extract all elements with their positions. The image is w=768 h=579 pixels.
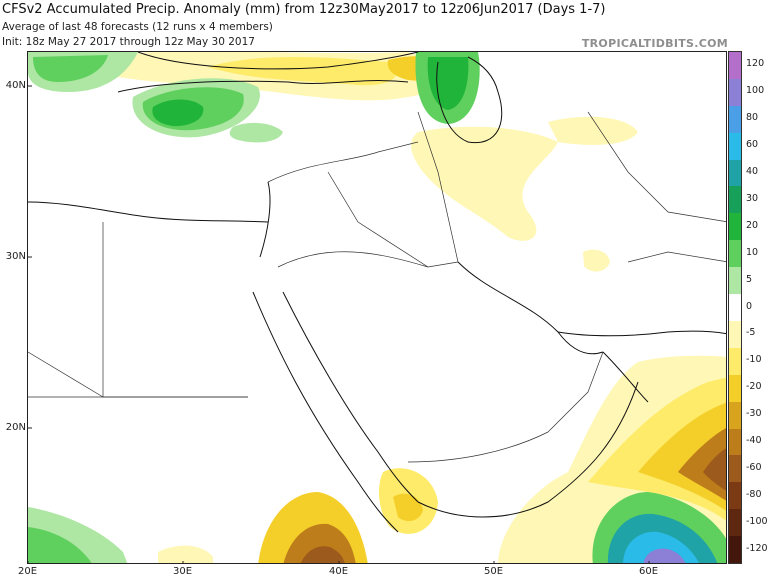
lat-label-40n: 40N — [5, 80, 26, 91]
colorbar — [728, 51, 742, 564]
black-sea — [137, 52, 419, 70]
wet-anomaly-turkey-core — [152, 99, 204, 127]
wet-anomaly-arabian-sea-core — [623, 531, 699, 563]
wet-anomaly-caspian-core — [427, 57, 469, 110]
colorbar-swatch — [729, 186, 741, 214]
map-title: CFSv2 Accumulated Precip. Anomaly (mm) f… — [2, 2, 606, 17]
lat-label-30n: 30N — [5, 251, 26, 262]
anomaly-shading — [28, 52, 726, 563]
forecast-average-note: Average of last 48 forecasts (12 runs x … — [2, 21, 273, 33]
colorbar-swatch — [729, 132, 741, 161]
iraq-border — [327, 171, 459, 268]
lon-label-60e: 60E — [639, 566, 659, 577]
lat-label-20n: 20N — [5, 422, 26, 433]
libya-border — [28, 351, 104, 398]
caspian-sea — [436, 56, 503, 144]
egypt-border — [102, 222, 248, 398]
coastlines — [28, 52, 726, 533]
wet-anomaly-arabian-sea-peak — [643, 548, 686, 563]
dry-anomaly-ethiopia-peak — [300, 546, 345, 563]
colorbar-swatch — [729, 294, 741, 322]
colorbar-label: -80 — [746, 488, 762, 500]
colorbar-swatch — [729, 240, 741, 268]
pakistan-border — [627, 251, 726, 263]
turkey-syria-border — [267, 141, 419, 183]
lon-label-20e: 20E — [18, 566, 38, 577]
site-brand: TROPICALTIDBITS.COM — [581, 37, 728, 50]
red-sea-west-coast — [252, 291, 399, 533]
colorbar-label: 60 — [746, 139, 759, 151]
colorbar-label: -60 — [746, 461, 762, 473]
dry-anomaly-arabian-sea-peak — [703, 448, 726, 491]
colorbar-label: 5 — [746, 273, 753, 285]
map-canvas — [28, 52, 726, 563]
colorbar-label: 100 — [746, 85, 765, 97]
yemen-oman-border — [547, 351, 604, 433]
colorbar-label: 0 — [746, 300, 753, 312]
colorbar-swatch — [729, 213, 741, 241]
red-sea-east-coast — [282, 291, 419, 503]
colorbar-swatch — [729, 347, 741, 376]
header: CFSv2 Accumulated Precip. Anomaly (mm) f… — [0, 0, 768, 52]
wet-anomaly-balkans-core — [33, 55, 108, 82]
graticule-ticks — [28, 85, 650, 563]
lon-label-30e: 30E — [173, 566, 193, 577]
mediterranean-coast — [28, 201, 269, 223]
dry-anomaly-afghanistan — [548, 116, 638, 145]
colorbar-swatch — [729, 455, 741, 483]
colorbar-swatch — [729, 509, 741, 537]
oman-coast — [602, 351, 649, 403]
colorbar-label: -5 — [746, 327, 756, 339]
colorbar-swatch — [729, 482, 741, 510]
saudi-south-border — [407, 431, 549, 463]
turkey-coast — [117, 80, 409, 93]
persian-gulf-coast — [457, 261, 604, 355]
lon-label-40e: 40E — [329, 566, 349, 577]
dry-anomaly-pakistan — [583, 249, 610, 272]
dry-anomaly-sudan-small — [158, 545, 213, 563]
colorbar-swatch — [729, 159, 741, 187]
colorbar-label: -30 — [746, 408, 762, 420]
dry-anomaly-arabian-sea-core — [678, 428, 726, 501]
init-time-note: Init: 18z May 27 2017 through 12z May 30… — [2, 36, 255, 48]
colorbar-swatch — [729, 52, 741, 80]
dry-anomaly-iran — [411, 126, 558, 241]
colorbar-label: -10 — [746, 354, 762, 366]
afghanistan-border — [587, 111, 726, 223]
colorbar-label: 40 — [746, 166, 759, 178]
colorbar-label: 30 — [746, 192, 759, 204]
arabia-south-coast — [417, 381, 639, 518]
colorbar-swatch — [729, 78, 741, 107]
iran-west-border — [417, 111, 459, 263]
colorbar-label: -40 — [746, 434, 762, 446]
levant-coast — [259, 181, 271, 258]
lon-label-50e: 50E — [484, 566, 504, 577]
colorbar-label: -100 — [746, 515, 768, 527]
colorbar-swatch — [729, 267, 741, 295]
colorbar-label: 120 — [746, 58, 765, 70]
colorbar-label: 10 — [746, 246, 759, 258]
country-borders — [28, 111, 726, 463]
colorbar-swatch — [729, 320, 741, 349]
colorbar-swatch — [729, 428, 741, 456]
colorbar-swatch — [729, 536, 741, 564]
saudi-north-border — [277, 251, 429, 268]
colorbar-label: -120 — [746, 542, 768, 554]
wet-anomaly-sahel-core — [28, 527, 92, 563]
colorbar-label: 20 — [746, 219, 759, 231]
colorbar-label: 80 — [746, 112, 759, 124]
colorbar-swatch — [729, 105, 741, 134]
iran-south-coast — [557, 330, 726, 337]
colorbar-swatch — [729, 374, 741, 403]
dry-anomaly-yemen-core — [393, 493, 423, 522]
colorbar-label: -20 — [746, 381, 762, 393]
precip-anomaly-map — [27, 51, 727, 564]
wet-anomaly-anatolia-east — [229, 122, 283, 143]
colorbar-swatch — [729, 401, 741, 430]
